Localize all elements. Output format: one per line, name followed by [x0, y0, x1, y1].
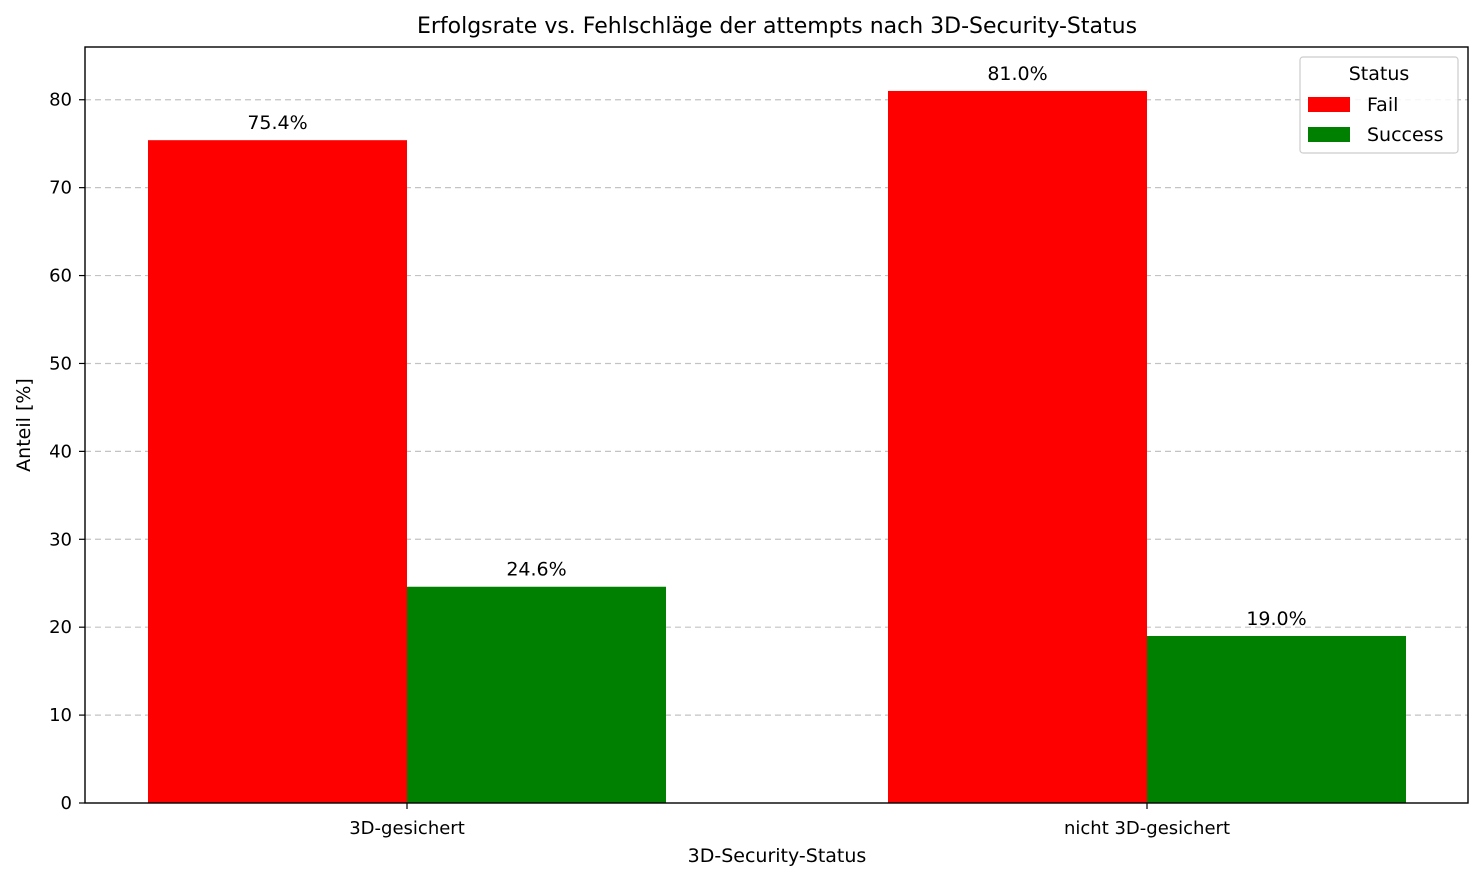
- legend-items: Fail Success: [1308, 94, 1443, 146]
- x-tick-label: nicht 3D-gesichert: [1064, 818, 1230, 839]
- plot-frame: [84, 46, 1469, 804]
- y-axis-ticks: 0 10 20 30 40 50 60 70 80: [49, 90, 85, 814]
- chart-title: Erfolgsrate vs. Fehlschläge der attempts…: [417, 14, 1137, 39]
- y-tick-label: 50: [49, 353, 72, 374]
- y-tick-label: 80: [49, 90, 72, 111]
- x-axis-label: 3D-Security-Status: [688, 845, 867, 867]
- y-tick-label: 40: [49, 441, 72, 462]
- bars: [148, 90, 1406, 803]
- legend-title: Status: [1349, 63, 1410, 85]
- value-label-success-1: 19.0%: [1246, 608, 1306, 630]
- y-tick-label: 10: [49, 705, 72, 726]
- value-label-success-0: 24.6%: [506, 559, 566, 581]
- bar-success-1: [1147, 635, 1406, 803]
- y-tick-label: 70: [49, 178, 72, 199]
- y-tick-label: 30: [49, 529, 72, 550]
- y-axis-label: Anteil [%]: [13, 378, 35, 472]
- value-label-fail-0: 75.4%: [247, 112, 307, 134]
- legend-label-fail: Fail: [1367, 94, 1398, 116]
- y-tick-label: 60: [49, 266, 72, 287]
- x-axis-ticks: 3D-gesichert nicht 3D-gesichert: [349, 803, 1230, 839]
- legend: Status Fail Success: [1299, 56, 1459, 154]
- y-tick-label: 20: [49, 617, 72, 638]
- legend-swatch-success: [1308, 127, 1350, 142]
- bar-success-0: [407, 586, 666, 803]
- bar-fail-1: [888, 90, 1147, 803]
- y-tick-label: 0: [61, 793, 72, 814]
- bar-fail-0: [148, 140, 407, 803]
- value-label-fail-1: 81.0%: [987, 63, 1047, 85]
- x-tick-label: 3D-gesichert: [349, 818, 465, 839]
- legend-swatch-fail: [1308, 97, 1350, 112]
- value-labels: 75.4% 24.6% 81.0% 19.0%: [247, 63, 1306, 630]
- legend-label-success: Success: [1367, 124, 1443, 146]
